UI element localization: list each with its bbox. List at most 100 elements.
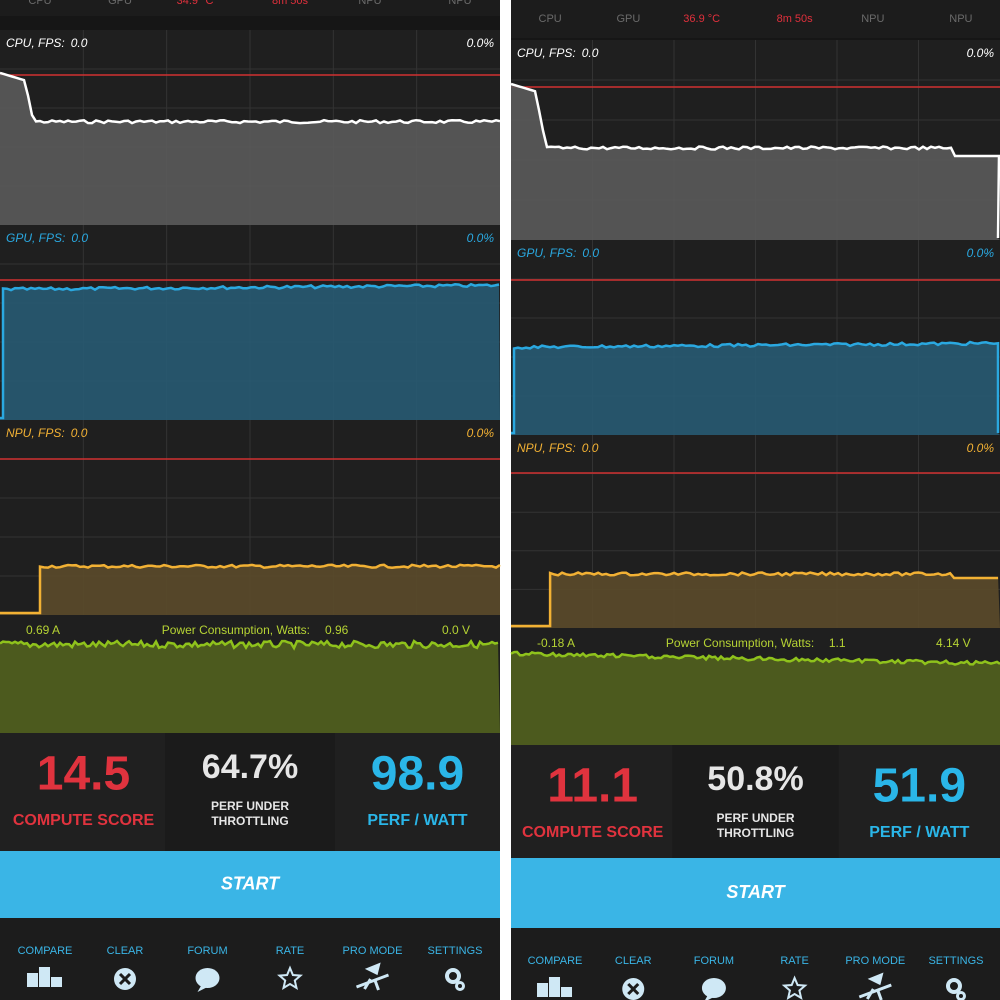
nav-label[interactable]: RATE: [780, 955, 809, 967]
pro-mode-icon[interactable]: [858, 972, 892, 1000]
status-item: CPU: [539, 13, 562, 25]
cpu-trace: [510, 82, 1000, 239]
gpu-trace: [0, 282, 500, 420]
forum-icon[interactable]: [704, 995, 714, 1000]
settings-icon[interactable]: [445, 968, 461, 984]
pro-mode-icon[interactable]: [355, 962, 390, 991]
settings-icon[interactable]: [945, 978, 962, 994]
nav-label[interactable]: RATE: [276, 945, 305, 957]
perf-watt-label: PERF / WATT: [367, 812, 467, 829]
power-trace-fill: [511, 651, 1000, 745]
throttle-score: 64.7%: [202, 748, 298, 786]
score-card: [838, 745, 1000, 858]
forum-icon[interactable]: [701, 978, 726, 998]
throttle-label: THROTTLING: [211, 814, 288, 828]
start-label[interactable]: START: [221, 873, 281, 893]
phone-screen: CPU GPU 36.9 °C 8m 50s NPU NPU CPU, FPS: 0.0 0.0…: [510, 0, 1000, 1000]
cpu-fps-label: CPU, FPS: 0.0: [6, 36, 88, 50]
start-label[interactable]: START: [726, 882, 786, 902]
gpu-trace-fill: [0, 284, 500, 420]
power-label: Power Consumption, Watts:: [162, 623, 310, 637]
label: NPU, FPS:: [517, 441, 576, 455]
nav-label[interactable]: CLEAR: [615, 955, 652, 967]
forum-icon[interactable]: [195, 968, 220, 988]
npu-trace: [511, 571, 999, 628]
label: GPU, FPS:: [6, 231, 65, 245]
fps-value: 0.0: [71, 36, 88, 50]
nav-label[interactable]: SETTINGS: [427, 945, 482, 957]
fps-value: 0.0: [582, 46, 599, 60]
status-item: 34.9 °C: [177, 0, 214, 7]
cpu-fps-label: CPU, FPS: 0.0: [517, 46, 599, 60]
throttle-score: 50.8%: [707, 760, 803, 798]
phone-screen: CPU GPU 34.9 °C 8m 50s NPU NPU CPU, FPS: 0.0 0.0…: [0, 0, 501, 1000]
label: CPU, FPS:: [517, 46, 576, 60]
status-item: 36.9 °C: [683, 13, 720, 25]
status-item: GPU: [108, 0, 132, 7]
perf-watt-label: PERF / WATT: [869, 824, 969, 841]
power-voltage: 0.0 V: [442, 623, 470, 637]
npu-load: 0.0%: [467, 426, 495, 440]
throttle-label: PERF UNDER: [716, 811, 794, 825]
nav-label[interactable]: COMPARE: [528, 955, 583, 967]
rate-icon[interactable]: [277, 965, 303, 990]
npu-load: 0.0%: [967, 441, 995, 455]
fps-value: 0.0: [582, 441, 599, 455]
perf-watt-score: 51.9: [873, 760, 966, 813]
cpu-trace-fill: [511, 84, 1000, 240]
npu-trace-fill: [511, 572, 1000, 628]
fps-value: 0.0: [71, 231, 88, 245]
status-item: NPU: [949, 13, 972, 25]
compare-icon[interactable]: [561, 987, 573, 997]
clear-icon[interactable]: [627, 982, 640, 996]
nav-label[interactable]: COMPARE: [18, 945, 73, 957]
gpu-trace-fill: [511, 342, 1000, 435]
status-item: 8m 50s: [272, 0, 309, 7]
nav-label[interactable]: SETTINGS: [928, 955, 983, 967]
status-item: NPU: [448, 0, 471, 7]
npu-fps-label: NPU, FPS: 0.0: [517, 441, 599, 455]
compare-icon[interactable]: [51, 977, 62, 987]
power-watts: 1.1: [829, 636, 846, 650]
score-card: [335, 733, 500, 851]
compare-icon[interactable]: [537, 983, 549, 997]
start-button[interactable]: [0, 851, 500, 918]
power-trace: [510, 650, 1000, 666]
throttle-label: THROTTLING: [717, 826, 794, 840]
gpu-fps-label: GPU, FPS: 0.0: [517, 246, 599, 260]
status-bar: [0, 0, 500, 16]
settings-icon[interactable]: [455, 981, 465, 991]
cpu-trace: [0, 71, 501, 125]
npu-fps-label: NPU, FPS: 0.0: [6, 426, 88, 440]
nav-label[interactable]: CLEAR: [107, 945, 144, 957]
label: GPU, FPS:: [517, 246, 576, 260]
cpu-load: 0.0%: [967, 46, 995, 60]
power-trace: [0, 638, 499, 651]
nav-label[interactable]: FORUM: [187, 945, 227, 957]
start-button[interactable]: [511, 858, 1000, 928]
nav-bar: [0, 918, 500, 1000]
clear-icon[interactable]: [118, 972, 132, 986]
compute-score: 14.5: [37, 748, 130, 801]
npu-trace-fill: [0, 564, 500, 615]
score-card: [0, 733, 165, 851]
power-watts: 0.96: [325, 623, 349, 637]
compare-icon[interactable]: [27, 973, 38, 987]
label: NPU, FPS:: [6, 426, 65, 440]
compute-score-label: COMPUTE SCORE: [522, 824, 664, 841]
throttle-label: PERF UNDER: [211, 799, 289, 813]
nav-label[interactable]: FORUM: [694, 955, 734, 967]
status-item: 8m 50s: [777, 13, 814, 25]
power-current: -0.18 A: [537, 636, 575, 650]
fps-value: 0.0: [582, 246, 599, 260]
power-label: Power Consumption, Watts:: [666, 636, 814, 650]
status-item: NPU: [358, 0, 381, 7]
forum-icon[interactable]: [197, 985, 208, 992]
compare-icon[interactable]: [39, 967, 50, 987]
nav-label[interactable]: PRO MODE: [845, 955, 905, 967]
gpu-fps-label: GPU, FPS: 0.0: [6, 231, 88, 245]
nav-label[interactable]: PRO MODE: [343, 945, 403, 957]
rate-icon[interactable]: [781, 975, 808, 1000]
compare-icon[interactable]: [549, 977, 561, 997]
